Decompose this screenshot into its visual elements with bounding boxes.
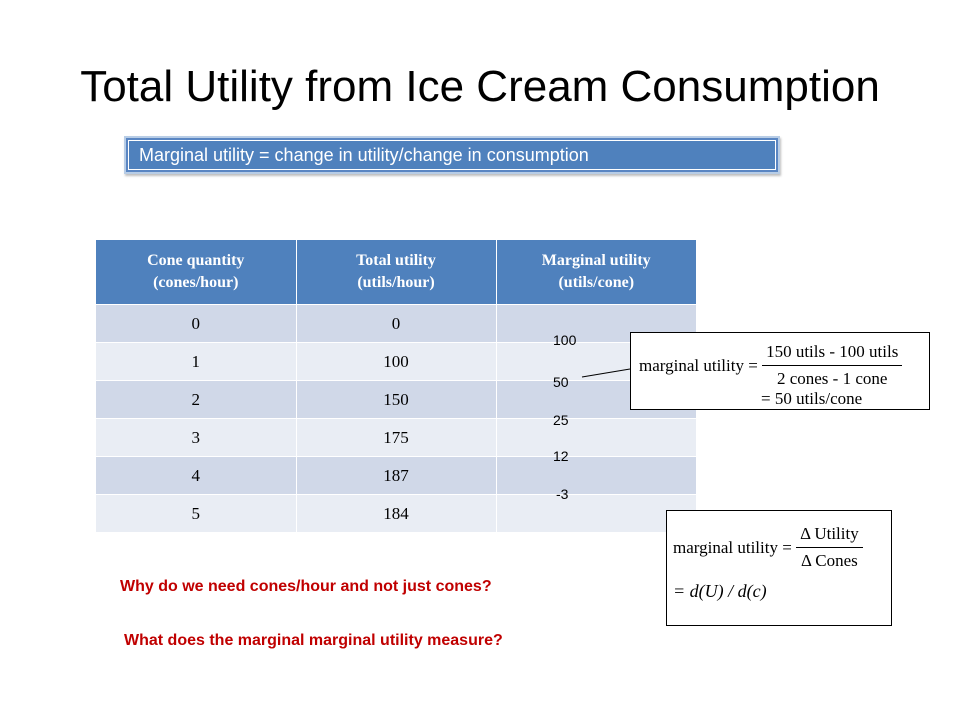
- question-1: Why do we need cones/hour and not just c…: [120, 578, 492, 595]
- header-marginal-utility-line2: (utils/cone): [558, 274, 635, 291]
- marginal-value-2: 50: [553, 374, 569, 390]
- slide-title: Total Utility from Ice Cream Consumption: [80, 62, 880, 111]
- equation-box-definition: marginal utility = Δ Utility Δ Cones = d…: [666, 510, 892, 626]
- cell-total: 100: [296, 342, 497, 381]
- table-row: 2 150: [96, 380, 696, 419]
- cell-total: 175: [296, 418, 497, 457]
- connector-line: [581, 368, 631, 378]
- eq2-numerator: Δ Utility: [796, 521, 863, 548]
- equation-box-example: marginal utility = 150 utils - 100 utils…: [630, 332, 930, 410]
- cell-qty: 0: [96, 304, 297, 343]
- cell-total: 0: [296, 304, 497, 343]
- header-cone-quantity-line2: (cones/hour): [153, 274, 239, 291]
- header-total-utility: Total utility (utils/hour): [296, 240, 497, 305]
- cell-qty: 5: [96, 494, 297, 532]
- eq2-label: marginal utility =: [673, 537, 792, 557]
- table-header-row: Cone quantity (cones/hour) Total utility…: [96, 240, 696, 305]
- eq1-fraction: 150 utils - 100 utils 2 cones - 1 cone: [762, 339, 903, 392]
- header-cone-quantity-line1: Cone quantity: [147, 252, 245, 269]
- header-marginal-utility: Marginal utility (utils/cone): [496, 240, 696, 305]
- table-row: 3 175: [96, 418, 696, 457]
- eq1-result: = 50 utils/cone: [761, 389, 863, 408]
- eq2-denominator: Δ Cones: [801, 551, 858, 570]
- header-marginal-utility-line1: Marginal utility: [541, 252, 651, 269]
- header-cone-quantity: Cone quantity (cones/hour): [96, 240, 297, 305]
- table-row: 0 0: [96, 304, 696, 343]
- header-total-utility-line2: (utils/hour): [357, 274, 435, 291]
- cell-total: 184: [296, 494, 497, 532]
- cell-total: 150: [296, 380, 497, 419]
- cell-qty: 3: [96, 418, 297, 457]
- cell-marginal: [496, 418, 696, 457]
- eq2-derivative: = d(U) / d(c): [673, 581, 767, 601]
- cell-qty: 1: [96, 342, 297, 381]
- cell-marginal: [496, 494, 696, 532]
- eq1-numerator: 150 utils - 100 utils: [762, 339, 903, 366]
- cell-marginal: [496, 456, 696, 495]
- header-total-utility-line1: Total utility: [356, 252, 436, 269]
- banner-inner: Marginal utility = change in utility/cha…: [128, 140, 776, 170]
- cell-total: 187: [296, 456, 497, 495]
- banner-text: Marginal utility = change in utility/cha…: [139, 145, 589, 165]
- cell-qty: 4: [96, 456, 297, 495]
- cell-qty: 2: [96, 380, 297, 419]
- utility-table: Cone quantity (cones/hour) Total utility…: [96, 240, 696, 532]
- eq1-label: marginal utility =: [639, 355, 758, 375]
- definition-banner: Marginal utility = change in utility/cha…: [124, 136, 780, 174]
- marginal-value-4: 12: [553, 448, 569, 464]
- marginal-value-5: -3: [556, 486, 569, 502]
- eq2-fraction: Δ Utility Δ Cones: [796, 521, 863, 574]
- eq1-denominator: 2 cones - 1 cone: [776, 369, 888, 388]
- marginal-value-3: 25: [553, 412, 569, 428]
- table-row: 4 187: [96, 456, 696, 495]
- table-row: 5 184: [96, 494, 696, 532]
- question-2: What does the marginal marginal utility …: [124, 632, 503, 649]
- marginal-value-1: 100: [553, 332, 577, 348]
